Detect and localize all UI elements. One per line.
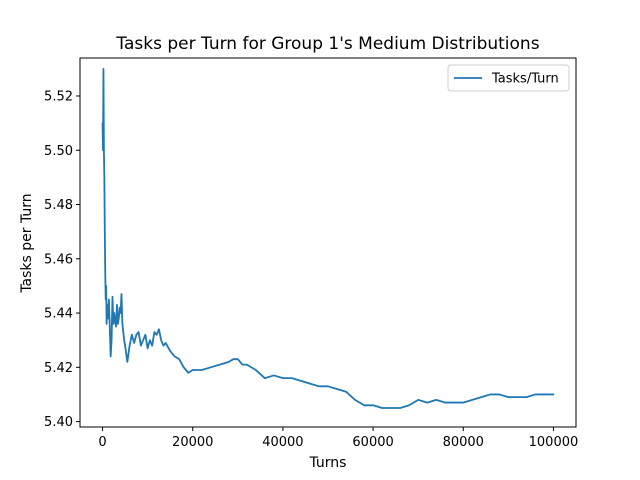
legend-label: Tasks/Turn [491, 72, 559, 87]
y-tick-label: 5.40 [44, 415, 73, 430]
y-axis: 5.40 5.42 5.44 5.46 5.48 5.50 5.52 [44, 89, 80, 430]
y-tick-label: 5.50 [44, 144, 73, 159]
y-axis-title: Tasks per Turn [19, 193, 35, 293]
x-axis: 0 20000 40000 60000 80000 100000 [98, 427, 578, 450]
x-tick-label: 80000 [443, 435, 484, 450]
legend: Tasks/Turn [447, 64, 570, 92]
chart-title: Tasks per Turn for Group 1's Medium Dist… [115, 34, 539, 54]
series-line [101, 67, 555, 409]
plot-layer [101, 67, 555, 409]
y-tick-label: 5.44 [44, 307, 73, 322]
plot-frame [79, 57, 577, 428]
x-tick-label: 20000 [172, 435, 213, 450]
x-tick-label: 0 [98, 435, 106, 450]
x-axis-title: Turns [309, 455, 347, 471]
x-tick-label: 100000 [529, 435, 579, 450]
y-tick-label: 5.46 [44, 252, 73, 267]
x-tick-label: 60000 [352, 435, 393, 450]
y-tick-label: 5.52 [44, 89, 73, 104]
y-tick-label: 5.42 [44, 361, 73, 376]
x-tick-label: 40000 [262, 435, 303, 450]
y-tick-label: 5.48 [44, 198, 73, 213]
legend-box [447, 64, 570, 92]
